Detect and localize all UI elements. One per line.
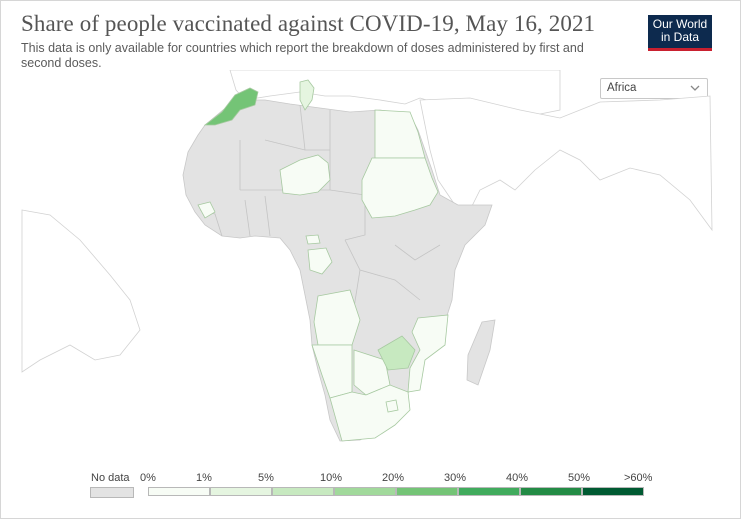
legend-tick-label: 0% [140, 472, 156, 484]
legend-bin[interactable] [458, 487, 520, 496]
country-egypt [374, 109, 426, 159]
region-select[interactable]: Africa [600, 78, 708, 99]
country-namibia [311, 344, 353, 399]
legend-bin[interactable] [148, 487, 210, 496]
legend-tick-label: 5% [258, 472, 274, 484]
color-legend: No data 0% 1% 5% 10% 20% 30% 40% 50% >60% [88, 469, 668, 509]
legend-bin[interactable] [396, 487, 458, 496]
legend-tick-label: 20% [382, 472, 405, 484]
country-sudan [361, 157, 439, 219]
country-nigeria [279, 154, 331, 196]
legend-no-data-label: No data [91, 472, 130, 484]
logo-line-2: in Data [660, 30, 700, 44]
chart-title: Share of people vaccinated against COVID… [21, 11, 596, 36]
country-zimbabwe [377, 335, 416, 371]
chart-subtitle: This data is only available for countrie… [21, 41, 584, 70]
country-mozambique [407, 314, 449, 393]
legend-bin[interactable] [582, 487, 644, 496]
legend-tick-label: 40% [506, 472, 529, 484]
country-tunisia [299, 79, 315, 111]
country-angola [313, 289, 361, 346]
world-map [21, 70, 713, 442]
legend-no-data-swatch [90, 487, 134, 498]
region-select-value: Africa [607, 82, 637, 94]
country-south-africa [329, 384, 411, 442]
country-gabon [307, 247, 333, 275]
legend-bin[interactable] [520, 487, 582, 496]
country-morocco [203, 87, 259, 126]
legend-bin[interactable] [210, 487, 272, 496]
land-middle-east-asia [419, 95, 713, 232]
country-sierra-leone [197, 201, 216, 219]
legend-tick-label: >60% [624, 472, 653, 484]
country-madagascar [466, 319, 496, 386]
chevron-down-icon [690, 85, 700, 91]
country-eswatini [385, 399, 399, 413]
owid-logo[interactable]: Our World in Data [648, 15, 712, 51]
land-americas [21, 209, 141, 373]
logo-line-1: Our World [652, 17, 708, 31]
country-equatorial-guinea [305, 234, 321, 245]
legend-tick-label: 1% [196, 472, 212, 484]
legend-tick-label: 50% [568, 472, 591, 484]
legend-tick-label: 10% [320, 472, 343, 484]
legend-bin[interactable] [334, 487, 396, 496]
legend-tick-label: 30% [444, 472, 467, 484]
legend-bin[interactable] [272, 487, 334, 496]
